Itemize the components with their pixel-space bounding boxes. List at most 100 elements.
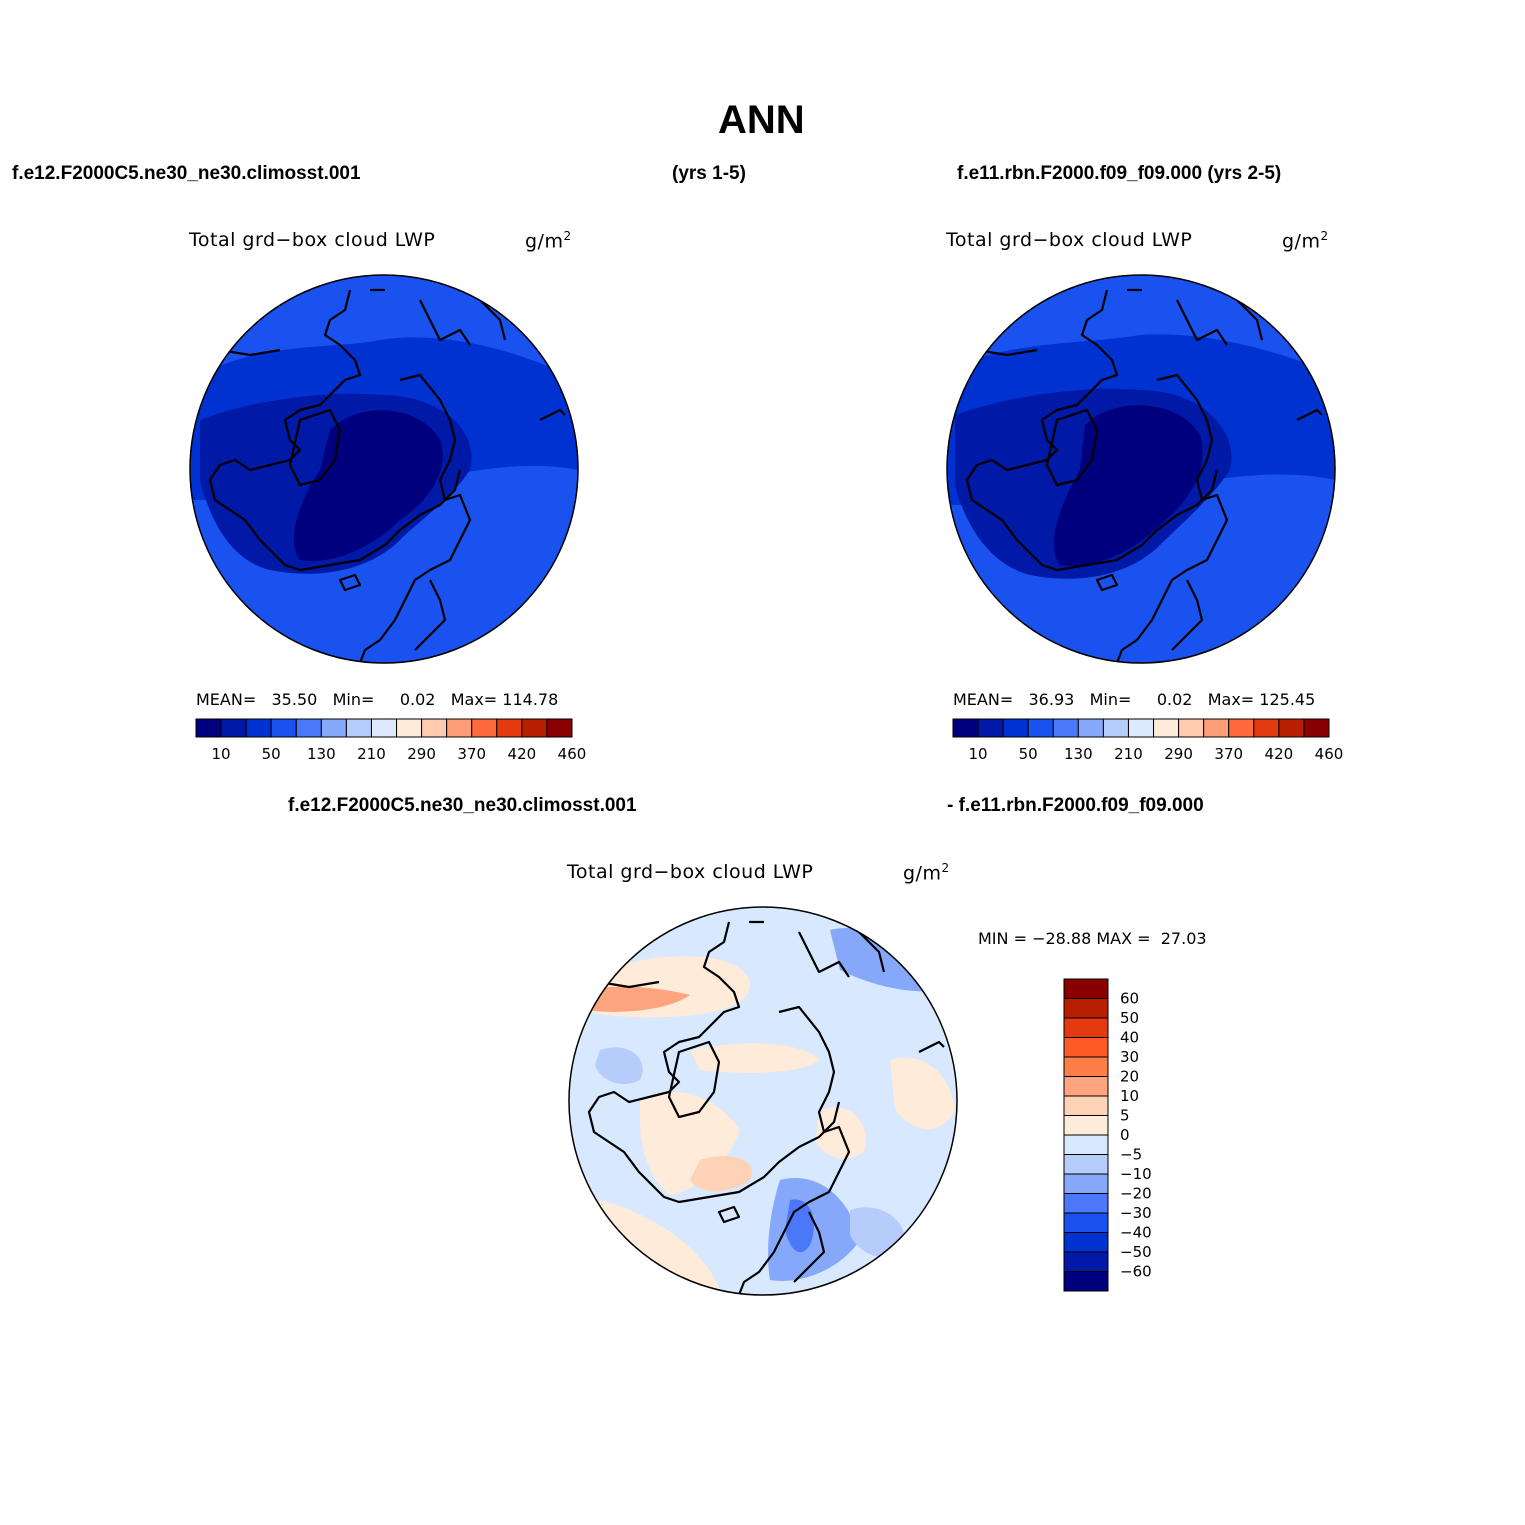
panel1-colorbar-swatch — [295, 718, 322, 738]
panel2-mean-label: MEAN= — [953, 690, 1014, 709]
diff-colorbar-swatch — [1063, 1193, 1109, 1214]
panel2-colorbar-swatch — [1052, 718, 1079, 738]
panel2-colorbar-swatch — [1278, 718, 1305, 738]
diff-left-title: f.e12.F2000C5.ne30_ne30.climosst.001 — [288, 795, 637, 816]
panel1-coastlines — [208, 288, 566, 663]
panel2-colorbar-tick-label: 10 — [969, 745, 988, 763]
panel1-colorbar-tick-label: 370 — [457, 745, 486, 763]
panel2-colorbar-swatch — [1002, 718, 1029, 738]
panel1-polar-map — [190, 275, 578, 663]
panel1-colorbar-swatch — [521, 718, 548, 738]
diff-colorbar-swatch — [1063, 1017, 1109, 1038]
figure-title: ANN — [718, 98, 805, 142]
panel1-mean: 35.50 — [271, 690, 318, 709]
diff-colorbar-tick-label: 20 — [1120, 1068, 1139, 1086]
panel1-colorbar-swatch — [220, 718, 247, 738]
diff-colorbar-swatch — [1063, 1173, 1109, 1194]
diff-colorbar-swatch — [1063, 1154, 1109, 1175]
panel1-colorbar-swatch — [345, 718, 372, 738]
panel2-colorbar-tick-label: 50 — [1019, 745, 1038, 763]
panel1-colorbar-tick-label: 290 — [407, 745, 436, 763]
diff-colorbar-swatch — [1063, 1271, 1109, 1292]
panel2-colorbar-tick-label: 460 — [1315, 745, 1344, 763]
panel2-colorbar-swatch — [1228, 718, 1255, 738]
diff-colorbar-swatch — [1063, 1115, 1109, 1136]
panel2-colorbar-swatch — [1253, 718, 1280, 738]
panel2-colorbar-swatch — [952, 718, 979, 738]
panel2-colorbar-swatch — [1102, 718, 1129, 738]
diff-colorbar-swatch — [1063, 1251, 1109, 1272]
diff-colorbar-swatch — [1063, 1076, 1109, 1097]
diff-colorbar-tick-label: −40 — [1120, 1224, 1152, 1242]
panel2-colorbar-swatch — [1077, 718, 1104, 738]
panel1-colorbar-swatch — [496, 718, 523, 738]
diff-colorbar-swatch — [1063, 1056, 1109, 1077]
panel1-colorbar-swatch — [320, 718, 347, 738]
diff-colorbar-tick-label: 0 — [1120, 1126, 1130, 1144]
diff-colorbar-swatch — [1063, 1134, 1109, 1155]
panel1-colorbar-swatch — [446, 718, 473, 738]
panel2-colorbar-swatch — [1153, 718, 1180, 738]
left-case-title: f.e12.F2000C5.ne30_ne30.climosst.001 — [12, 163, 361, 184]
panel1-max-label: Max= — [450, 690, 498, 709]
diff-colorbar-tick-label: 60 — [1120, 990, 1139, 1008]
panel1-colorbar-swatch — [245, 718, 272, 738]
panel2-min: 0.02 — [1156, 690, 1193, 709]
panel1-colorbar-swatch — [546, 718, 573, 738]
diff-colorbar-tick-label: 5 — [1120, 1107, 1130, 1125]
left-case-years: (yrs 1-5) — [672, 163, 746, 184]
diff-colorbar-swatch — [1063, 978, 1109, 999]
diff-colorbar-swatch — [1063, 1037, 1109, 1058]
panel1-colorbar-tick-label: 420 — [508, 745, 537, 763]
panel1-colorbar-swatch — [396, 718, 423, 738]
panel2-units: g/m2 — [1282, 229, 1329, 253]
panel1-max: 114.78 — [502, 690, 559, 709]
panel1-colorbar-tick-label: 210 — [357, 745, 386, 763]
panel2-colorbar-tick-label: 420 — [1265, 745, 1294, 763]
diff-right-title: - f.e11.rbn.F2000.f09_f09.000 — [947, 795, 1204, 816]
panel1-colorbar-swatch — [195, 718, 222, 738]
diff-colorbar-tick-label: −20 — [1120, 1185, 1152, 1203]
diff-colorbar-tick-label: −5 — [1120, 1146, 1142, 1164]
diff-colorbar-swatch — [1063, 998, 1109, 1019]
panel1-colorbar-swatch — [370, 718, 398, 738]
panel1-units: g/m2 — [525, 229, 572, 253]
panel1-colorbar: 10 50 130 210 290 370 420 460 — [195, 718, 586, 763]
panel1-colorbar-tick-label: 50 — [262, 745, 281, 763]
diff-colorbar-swatch — [1063, 1212, 1109, 1233]
panel2-colorbar-swatch — [977, 718, 1004, 738]
panel2-colorbar-swatch — [1178, 718, 1205, 738]
panel2-colorbar-swatch — [1027, 718, 1054, 738]
diff-coastlines — [587, 920, 945, 1295]
panel1-min-label: Min= — [332, 690, 375, 709]
panel2-mean: 36.93 — [1028, 690, 1075, 709]
panel1-colorbar-swatch — [270, 718, 297, 738]
panel1-colorbar-tick-label: 10 — [212, 745, 231, 763]
panel1-map-border — [189, 274, 579, 664]
panel2-max-label: Max= — [1207, 690, 1255, 709]
panel2-min-label: Min= — [1089, 690, 1132, 709]
diff-colorbar-swatch — [1063, 1232, 1109, 1253]
panel1-colorbar-swatch — [471, 718, 498, 738]
panel1-stats: MEAN= 35.50 Min= 0.02 Max= 114.78 — [196, 690, 558, 709]
diff-colorbar-tick-label: 40 — [1120, 1029, 1139, 1047]
panel1-variable-label: Total grd−box cloud LWP — [189, 229, 436, 251]
panel1-colorbar-tick-label: 130 — [307, 745, 336, 763]
panel2-colorbar: 10 50 130 210 290 370 420 460 — [952, 718, 1344, 763]
panel2-map-border — [946, 274, 1336, 664]
panel2-colorbar-tick-label: 210 — [1114, 745, 1143, 763]
panel2-colorbar-swatch — [1127, 718, 1155, 738]
panel2-colorbar-tick-label: 370 — [1214, 745, 1243, 763]
diff-colorbar-tick-label: −60 — [1120, 1263, 1152, 1281]
panel2-max: 125.45 — [1259, 690, 1316, 709]
panel1-mean-label: MEAN= — [196, 690, 257, 709]
panel2-colorbar-swatch — [1303, 718, 1330, 738]
diff-colorbar-swatch — [1063, 1095, 1109, 1116]
diff-colorbar-tick-label: 50 — [1120, 1009, 1139, 1027]
diff-variable-label: Total grd−box cloud LWP — [567, 861, 814, 883]
panel2-variable-label: Total grd−box cloud LWP — [946, 229, 1193, 251]
panel2-stats: MEAN= 36.93 Min= 0.02 Max= 125.45 — [953, 690, 1315, 709]
diff-colorbar-tick-label: −50 — [1120, 1243, 1152, 1261]
